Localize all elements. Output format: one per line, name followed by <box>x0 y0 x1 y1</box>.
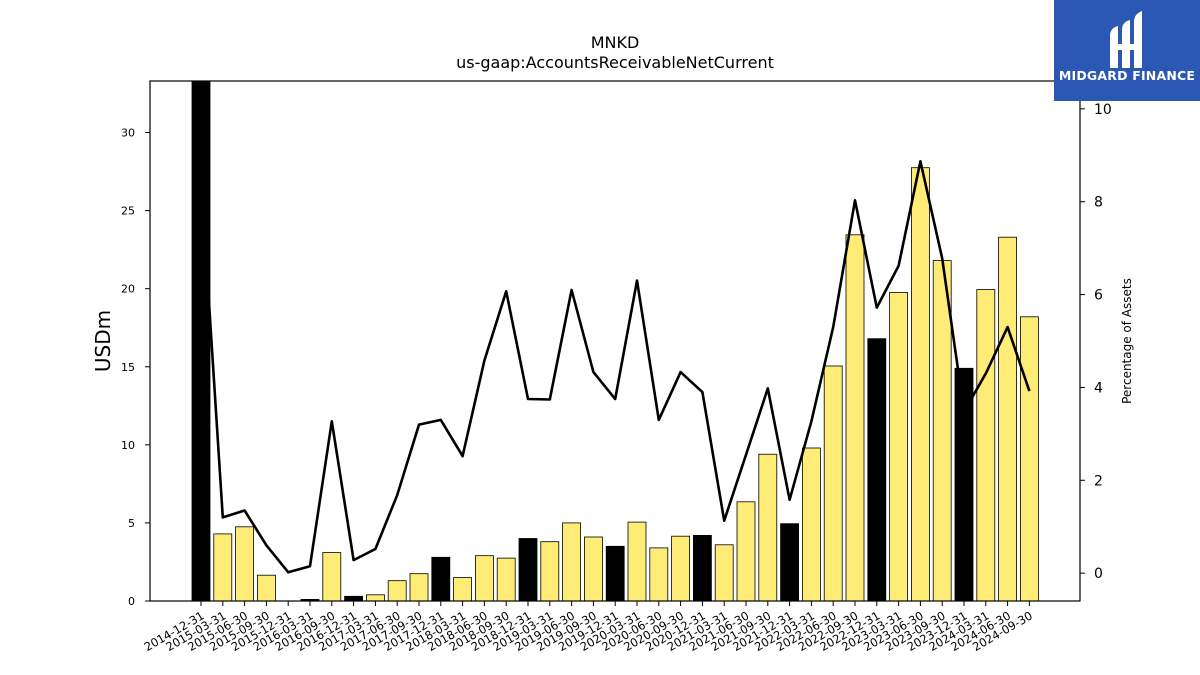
bar-2021-12-31 <box>780 523 799 602</box>
logo: MIDGARD FINANCE <box>1054 0 1200 101</box>
y2-tick-label: 2 <box>1094 473 1103 489</box>
bar-2017-06-30 <box>387 580 407 602</box>
bar-2019-09-30 <box>584 536 603 602</box>
chart-subtitle: us-gaap:AccountsReceivableNetCurrent <box>456 53 774 72</box>
y-tick-label: 10 <box>121 439 135 452</box>
y-tick-label: 5 <box>128 517 135 530</box>
bar-2022-09-30 <box>845 234 865 602</box>
bar-2018-12-31 <box>518 538 538 602</box>
bar-2020-12-31 <box>693 535 712 602</box>
bar-2022-12-31 <box>867 338 887 602</box>
bar-2020-06-30 <box>649 547 669 602</box>
bar-2018-03-31 <box>453 577 473 602</box>
y2-tick-label: 0 <box>1094 566 1103 582</box>
y2-tick-label: 4 <box>1094 380 1103 396</box>
bar-2017-09-30 <box>409 573 429 602</box>
y2-axis-label: Percentage of Assets <box>1120 278 1134 404</box>
bar-2024-06-30 <box>998 236 1017 602</box>
bar-series <box>191 80 1039 602</box>
y-axis-label: USDm <box>91 310 115 372</box>
y-tick-label: 15 <box>121 361 135 374</box>
chart-title: MNKD <box>591 33 640 52</box>
bar-2023-06-30 <box>911 167 930 602</box>
bar-2020-09-30 <box>671 535 690 602</box>
bar-2023-03-31 <box>889 292 908 602</box>
bar-2019-12-31 <box>605 545 625 602</box>
logo-text: MIDGARD FINANCE <box>1058 68 1196 83</box>
bar-2017-12-31 <box>431 556 451 602</box>
bar-2019-03-31 <box>540 541 560 602</box>
axes: 05101520253002468102014-12-312015-03-312… <box>121 80 1112 654</box>
bar-2020-03-31 <box>627 521 647 602</box>
percentage-line <box>199 160 1031 574</box>
logo-mark-icon <box>1110 11 1142 68</box>
bar-2015-09-30 <box>256 574 276 602</box>
bar-2024-09-30 <box>1020 316 1039 602</box>
y2-tick-label: 10 <box>1094 102 1112 118</box>
bar-2022-06-30 <box>823 365 843 602</box>
y-tick-label: 0 <box>128 595 135 608</box>
bar-2015-06-30 <box>235 526 255 602</box>
y2-tick-label: 6 <box>1094 288 1103 304</box>
bar-2021-09-30 <box>758 453 778 602</box>
bar-2016-09-30 <box>322 552 342 602</box>
bar-2018-09-30 <box>496 557 516 602</box>
y-tick-label: 30 <box>121 127 135 140</box>
bar-2021-06-30 <box>736 501 756 602</box>
bar-2017-03-31 <box>365 594 385 602</box>
y-tick-label: 25 <box>121 205 135 218</box>
bar-2022-03-31 <box>802 447 821 602</box>
bar-2014-12-31 <box>191 80 211 602</box>
bar-2021-03-31 <box>714 544 734 602</box>
bar-2016-12-31 <box>344 595 364 602</box>
bar-2018-06-30 <box>474 555 494 602</box>
bar-2019-06-30 <box>562 522 581 602</box>
bar-2015-03-31 <box>213 533 233 602</box>
bar-2024-03-31 <box>976 289 996 602</box>
line-series <box>199 160 1031 574</box>
y2-tick-label: 8 <box>1094 195 1103 211</box>
y-tick-label: 20 <box>121 283 135 296</box>
